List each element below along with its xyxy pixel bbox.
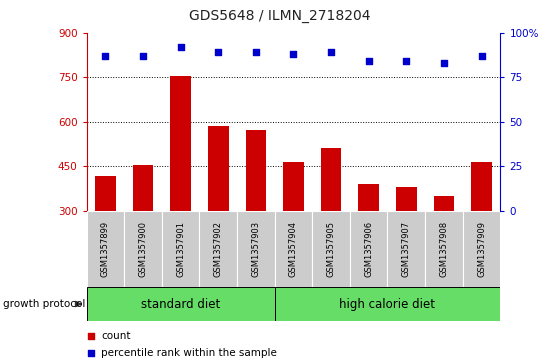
Bar <box>350 211 387 287</box>
Text: GSM1357904: GSM1357904 <box>289 221 298 277</box>
Bar <box>396 187 416 211</box>
Text: percentile rank within the sample: percentile rank within the sample <box>101 348 277 358</box>
Bar <box>170 76 191 211</box>
Bar <box>463 211 500 287</box>
Bar <box>283 162 304 211</box>
Bar <box>425 211 463 287</box>
Bar <box>274 211 312 287</box>
Text: GSM1357899: GSM1357899 <box>101 221 110 277</box>
Text: GSM1357905: GSM1357905 <box>326 221 335 277</box>
Point <box>252 49 260 55</box>
Text: standard diet: standard diet <box>141 298 220 310</box>
Bar <box>237 211 274 287</box>
Bar <box>95 176 116 211</box>
Point <box>477 53 486 59</box>
Bar <box>208 126 229 211</box>
Point <box>139 53 148 59</box>
Bar <box>87 287 274 321</box>
Bar <box>132 164 153 211</box>
Bar <box>200 211 237 287</box>
Bar <box>274 287 500 321</box>
Text: GSM1357909: GSM1357909 <box>477 221 486 277</box>
Text: GSM1357907: GSM1357907 <box>402 221 411 277</box>
Bar <box>321 148 342 211</box>
Text: GSM1357908: GSM1357908 <box>439 221 448 277</box>
Bar <box>387 211 425 287</box>
Bar <box>358 184 379 211</box>
Bar <box>245 130 266 211</box>
Point <box>176 44 185 50</box>
Text: high calorie diet: high calorie diet <box>339 298 435 310</box>
Point <box>238 281 247 286</box>
Point <box>439 60 448 66</box>
Text: GSM1357901: GSM1357901 <box>176 221 185 277</box>
Point <box>101 53 110 59</box>
Bar <box>471 162 492 211</box>
Bar <box>162 211 200 287</box>
Text: GSM1357903: GSM1357903 <box>252 221 260 277</box>
Point <box>238 126 247 132</box>
Bar <box>312 211 350 287</box>
Text: GSM1357906: GSM1357906 <box>364 221 373 277</box>
Bar <box>124 211 162 287</box>
Point <box>326 49 335 55</box>
Text: GSM1357902: GSM1357902 <box>214 221 223 277</box>
Bar <box>87 211 124 287</box>
Point <box>402 58 411 64</box>
Bar <box>434 196 454 211</box>
Point <box>289 51 298 57</box>
Text: growth protocol: growth protocol <box>3 299 85 309</box>
Text: count: count <box>101 331 131 341</box>
Point <box>364 58 373 64</box>
Text: GSM1357900: GSM1357900 <box>139 221 148 277</box>
Point <box>214 49 222 55</box>
Text: GDS5648 / ILMN_2718204: GDS5648 / ILMN_2718204 <box>189 9 370 23</box>
